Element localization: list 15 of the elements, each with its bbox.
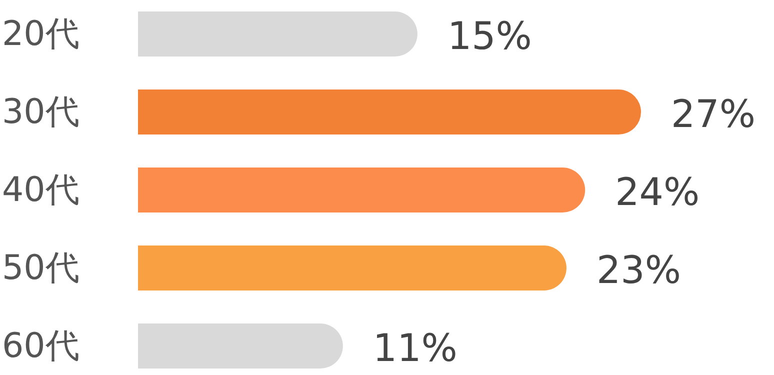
bar [138,12,418,56]
y-tick-label: 30代 [2,92,80,132]
data-label: 24% [615,170,700,214]
y-tick-label: 20代 [2,14,80,54]
bar [138,90,641,134]
data-label: 11% [372,326,458,370]
bar [138,324,343,368]
y-tick-label: 50代 [2,248,80,288]
bar [138,168,586,212]
data-label: 15% [447,14,532,58]
y-tick-label: 40代 [2,170,80,210]
data-label: 23% [596,248,681,292]
y-tick-label: 60代 [2,326,80,366]
bar [138,246,566,290]
data-label: 27% [671,92,756,136]
